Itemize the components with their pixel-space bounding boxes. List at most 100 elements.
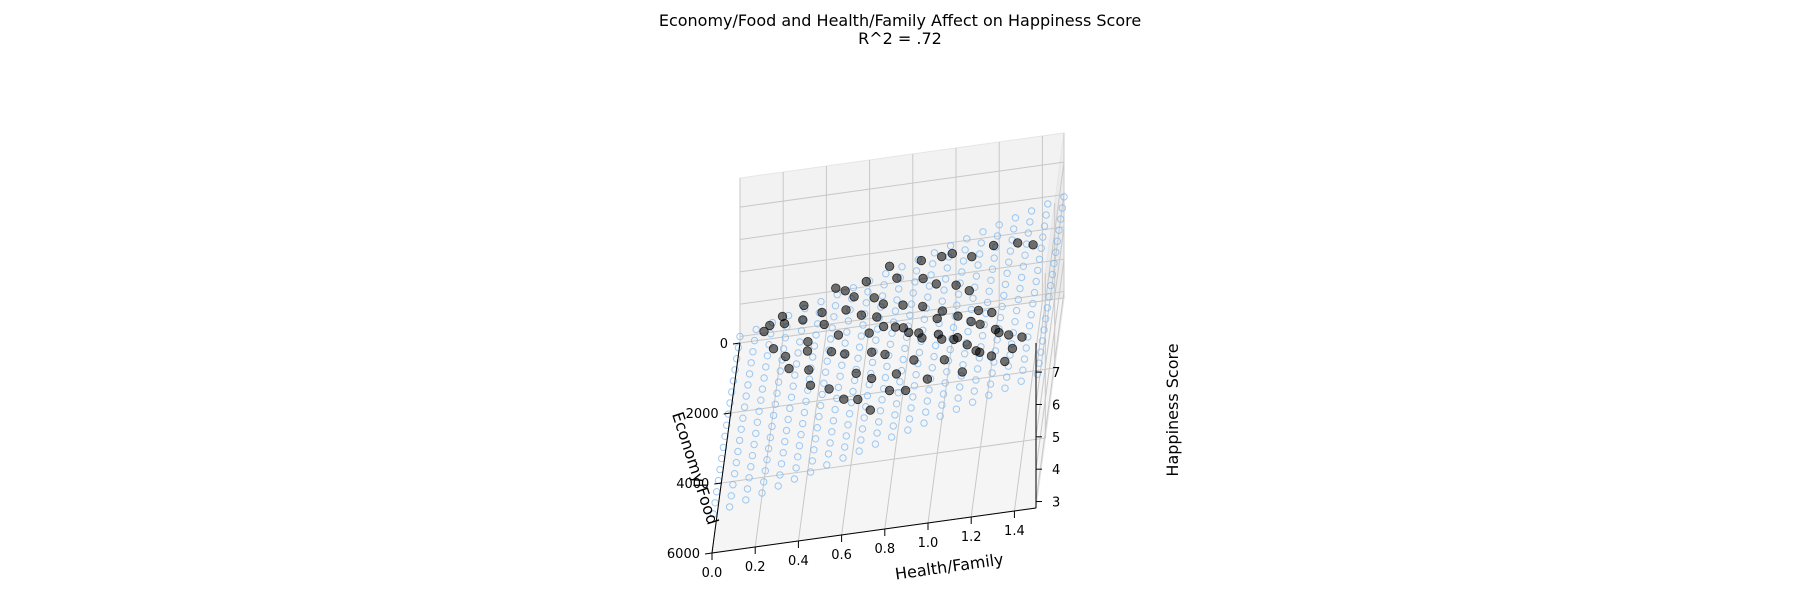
- plane-marker: [863, 391, 872, 400]
- plane-marker: [816, 401, 825, 410]
- data-point: [833, 330, 844, 340]
- plane-marker: [742, 496, 750, 504]
- plane-marker: [946, 242, 955, 250]
- plane-marker: [766, 433, 774, 442]
- plane-marker: [1030, 288, 1039, 297]
- plane-marker: [744, 381, 752, 389]
- plane-marker: [762, 363, 770, 371]
- plane-marker: [912, 267, 921, 275]
- plane-marker: [729, 481, 737, 489]
- plane-marker: [993, 232, 1002, 240]
- back-grid-line: [739, 193, 1065, 240]
- plane-marker: [988, 369, 996, 377]
- plane-marker: [828, 324, 836, 332]
- plane-marker: [904, 426, 912, 434]
- plane-marker: [1058, 204, 1067, 212]
- plane-marker: [868, 358, 877, 367]
- data-point: [975, 319, 985, 330]
- plane-marker: [1038, 337, 1047, 345]
- data-points: [759, 238, 1038, 415]
- z-tick-label: 3: [1052, 496, 1060, 511]
- plane-marker: [896, 378, 904, 386]
- plane-marker: [849, 387, 857, 396]
- plane-marker: [922, 408, 930, 416]
- plane-marker: [941, 379, 949, 387]
- data-point: [759, 326, 769, 337]
- axis-panes: [711, 132, 1065, 554]
- plane-marker: [719, 443, 728, 452]
- data-point: [856, 310, 867, 320]
- plane-marker: [978, 332, 987, 340]
- plane-marker: [755, 407, 763, 415]
- plane-marker: [839, 454, 847, 462]
- plane-marker: [817, 297, 825, 306]
- data-point: [937, 306, 948, 316]
- plane-marker: [781, 334, 789, 342]
- data-point: [937, 334, 947, 344]
- data-point: [962, 340, 972, 350]
- data-point: [840, 286, 850, 296]
- data-point: [951, 280, 961, 290]
- plane-marker: [823, 461, 831, 469]
- plane-marker: [943, 264, 951, 272]
- plane-marker: [1006, 247, 1015, 255]
- plane-marker: [727, 492, 735, 500]
- data-point: [872, 312, 882, 322]
- plane-marker: [1017, 377, 1025, 385]
- plane-marker: [857, 436, 865, 444]
- plane-marker: [769, 411, 778, 420]
- data-point: [904, 327, 914, 338]
- data-point: [878, 299, 889, 309]
- plane-marker: [745, 474, 753, 482]
- data-point: [884, 385, 895, 396]
- plane-marker: [924, 293, 932, 301]
- plane-marker: [757, 396, 765, 404]
- plane-marker: [842, 432, 850, 440]
- plane-marker: [970, 387, 978, 395]
- plane-marker: [1040, 222, 1049, 230]
- data-point: [768, 344, 779, 354]
- side-grid-line: [1035, 259, 1065, 470]
- plane-marker: [829, 417, 838, 425]
- data-point: [967, 252, 977, 262]
- x-tick: [723, 412, 731, 415]
- plane-marker: [733, 355, 741, 363]
- plane-marker: [909, 393, 917, 401]
- data-point: [994, 327, 1004, 338]
- floor-grid-line: [721, 437, 1046, 484]
- plane-marker: [936, 412, 944, 420]
- side-grid-line: [1035, 162, 1065, 373]
- plane-marker: [987, 276, 995, 284]
- plane-marker: [1037, 244, 1045, 252]
- plane-marker: [1050, 259, 1058, 268]
- data-point: [803, 337, 813, 347]
- plane-marker: [737, 425, 745, 433]
- data-point: [986, 351, 997, 361]
- data-point: [932, 313, 942, 324]
- plane-marker: [1055, 226, 1063, 234]
- plane-marker: [776, 471, 784, 479]
- plane-marker: [927, 271, 935, 279]
- plane-marker: [952, 405, 961, 413]
- plane-marker: [779, 345, 788, 353]
- plane-marker: [729, 377, 738, 385]
- plane-marker: [1014, 295, 1022, 304]
- data-point: [917, 333, 927, 343]
- plane-marker: [1017, 273, 1026, 282]
- plane-marker: [954, 394, 962, 402]
- plane-marker: [977, 239, 985, 247]
- plane-marker: [923, 397, 931, 405]
- data-point: [864, 328, 874, 338]
- data-point: [804, 365, 814, 375]
- plane-marker: [824, 450, 833, 458]
- plane-marker: [725, 503, 734, 511]
- y-axis-line: [711, 507, 1037, 554]
- data-point: [1013, 238, 1023, 248]
- plane-marker: [730, 470, 739, 478]
- plane-marker: [849, 284, 858, 292]
- data-point: [831, 283, 841, 293]
- plane-marker: [909, 289, 917, 297]
- plane-marker: [873, 429, 881, 437]
- plane-marker: [883, 362, 891, 371]
- plane-marker: [758, 385, 767, 393]
